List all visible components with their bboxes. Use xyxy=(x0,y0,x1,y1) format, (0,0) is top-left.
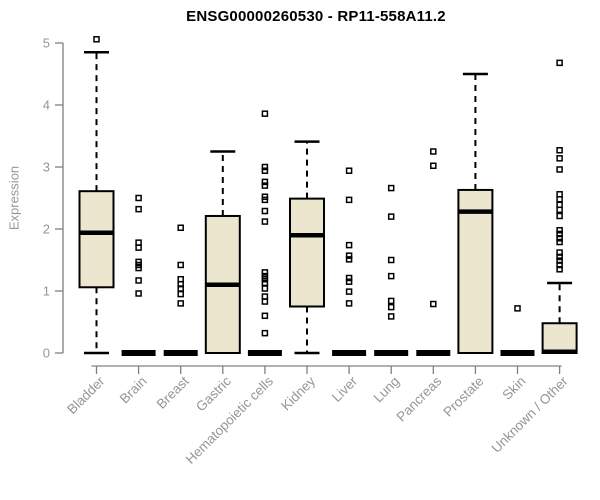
outlier-point-unknown-other xyxy=(556,147,563,154)
y-tick-label: 3 xyxy=(43,160,50,175)
outlier-point-hematopoietic-cells xyxy=(261,182,269,189)
outlier-point-liver xyxy=(345,256,353,263)
collapsed-box-brain xyxy=(121,350,156,356)
outlier-point-hematopoietic-cells xyxy=(261,298,269,305)
chart-title: ENSG00000260530 - RP11-558A11.2 xyxy=(186,8,446,25)
outlier-point-hematopoietic-cells xyxy=(261,275,269,283)
collapsed-box-hematopoietic-cells xyxy=(247,350,282,356)
outlier-point-hematopoietic-cells xyxy=(261,285,269,292)
outlier-point-liver xyxy=(345,300,353,307)
x-tick-label-liver: Liver xyxy=(329,373,361,405)
outlier-point-unknown-other xyxy=(556,206,563,214)
outlier-point-liver xyxy=(345,252,353,259)
y-tick-label: 5 xyxy=(43,36,50,51)
outlier-point-brain xyxy=(135,277,142,284)
outlier-point-pancreas xyxy=(430,300,437,308)
outlier-point-lung xyxy=(387,213,395,220)
x-tick-label-unknown-other: Unknown / Other xyxy=(488,373,571,456)
y-tick-label: 2 xyxy=(43,222,50,237)
box-prostate xyxy=(457,188,494,354)
outlier-point-liver xyxy=(345,278,353,285)
collapsed-box-liver xyxy=(332,350,367,356)
outlier-point-liver xyxy=(345,196,353,204)
outlier-point-pancreas xyxy=(430,162,437,170)
outlier-point-unknown-other xyxy=(556,155,563,162)
outlier-point-breast xyxy=(177,285,184,292)
outlier-point-lung xyxy=(387,256,395,264)
outlier-point-lung xyxy=(387,313,395,320)
collapsed-box-lung xyxy=(374,350,409,356)
outlier-point-breast xyxy=(177,300,184,307)
x-tick-label-brain: Brain xyxy=(117,374,150,407)
outlier-point-hematopoietic-cells xyxy=(261,279,269,287)
outlier-point-liver xyxy=(345,241,353,249)
outlier-point-liver xyxy=(345,274,353,282)
box-unknown-other xyxy=(541,322,578,354)
outlier-point-unknown-other xyxy=(556,226,563,234)
outlier-point-bladder xyxy=(93,36,100,43)
x-tick-label-kidney: Kidney xyxy=(278,373,318,413)
outlier-point-breast xyxy=(177,224,184,232)
x-tick-label-gastric: Gastric xyxy=(193,373,234,414)
outlier-point-lung xyxy=(387,297,395,305)
outlier-point-hematopoietic-cells xyxy=(261,110,269,117)
outlier-point-hematopoietic-cells xyxy=(261,163,269,171)
outlier-point-pancreas xyxy=(430,148,437,155)
outlier-point-hematopoietic-cells xyxy=(261,312,269,320)
y-tick-label: 0 xyxy=(43,346,50,361)
outlier-point-liver xyxy=(345,288,353,295)
outlier-point-hematopoietic-cells xyxy=(261,329,269,337)
outlier-point-brain xyxy=(135,244,142,251)
outlier-point-unknown-other xyxy=(556,166,563,173)
x-tick-label-pancreas: Pancreas xyxy=(393,373,444,424)
y-tick-label: 1 xyxy=(43,284,50,299)
collapsed-box-pancreas xyxy=(416,350,451,356)
outlier-point-brain xyxy=(135,205,142,213)
outlier-point-unknown-other xyxy=(556,253,563,261)
outlier-point-brain xyxy=(135,290,142,297)
outlier-point-brain xyxy=(135,194,142,202)
outlier-point-lung xyxy=(387,303,395,311)
outlier-point-unknown-other xyxy=(556,238,563,246)
outlier-point-unknown-other xyxy=(556,195,563,203)
y-axis-title: Expression xyxy=(6,165,22,231)
x-tick-label-prostate: Prostate xyxy=(440,374,486,420)
x-tick-label-skin: Skin xyxy=(499,374,528,403)
collapsed-box-skin xyxy=(500,350,535,356)
outlier-point-liver xyxy=(345,167,353,174)
outlier-point-hematopoietic-cells xyxy=(261,207,269,215)
outlier-point-hematopoietic-cells xyxy=(261,178,269,186)
collapsed-box-breast xyxy=(163,350,198,356)
outlier-point-hematopoietic-cells xyxy=(261,196,269,204)
outlier-point-unknown-other xyxy=(556,212,563,220)
outlier-point-breast xyxy=(177,261,184,269)
outlier-point-skin xyxy=(514,305,521,312)
x-tick-label-lung: Lung xyxy=(370,374,402,406)
y-tick-label: 4 xyxy=(43,98,50,113)
x-tick-label-bladder: Bladder xyxy=(64,373,108,417)
outlier-point-unknown-other xyxy=(556,59,563,67)
outlier-point-hematopoietic-cells xyxy=(261,218,269,225)
outlier-point-lung xyxy=(387,272,395,280)
outlier-point-breast xyxy=(177,290,184,298)
outlier-point-hematopoietic-cells xyxy=(261,167,269,174)
outlier-point-unknown-other xyxy=(556,235,563,242)
outlier-point-hematopoietic-cells xyxy=(261,269,269,276)
outlier-point-unknown-other xyxy=(556,266,563,273)
outlier-point-lung xyxy=(387,184,395,192)
outlier-point-brain xyxy=(135,264,142,272)
box-bladder xyxy=(78,190,115,289)
x-tick-label-breast: Breast xyxy=(154,373,192,411)
box-kidney xyxy=(289,197,325,308)
